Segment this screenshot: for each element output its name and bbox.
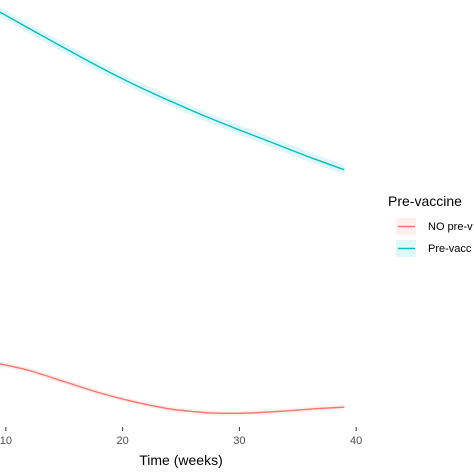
x-tick-label: 40 — [350, 435, 362, 447]
series-lines — [0, 11, 345, 415]
series-line-no-pre-v — [0, 363, 345, 415]
series-line-pre-vacc — [0, 11, 345, 171]
x-tick-label: 10 — [0, 435, 12, 447]
confidence-band-pre-vacc — [0, 7, 345, 175]
x-axis: 10 20 30 40 — [0, 427, 362, 447]
legend: Pre-vaccine NO pre-v Pre-vacc — [388, 193, 473, 257]
legend-label-no-pre-v: NO pre-v — [428, 221, 473, 233]
confidence-band-no-pre-v — [0, 361, 345, 416]
x-axis-title: Time (weeks) — [139, 452, 223, 468]
x-tick-label: 20 — [116, 435, 128, 447]
legend-entries: NO pre-v Pre-vacc — [396, 218, 473, 257]
confidence-bands — [0, 7, 345, 416]
legend-title: Pre-vaccine — [388, 193, 462, 209]
x-tick-label: 30 — [233, 435, 245, 447]
legend-label-pre-vacc: Pre-vacc — [428, 243, 472, 255]
